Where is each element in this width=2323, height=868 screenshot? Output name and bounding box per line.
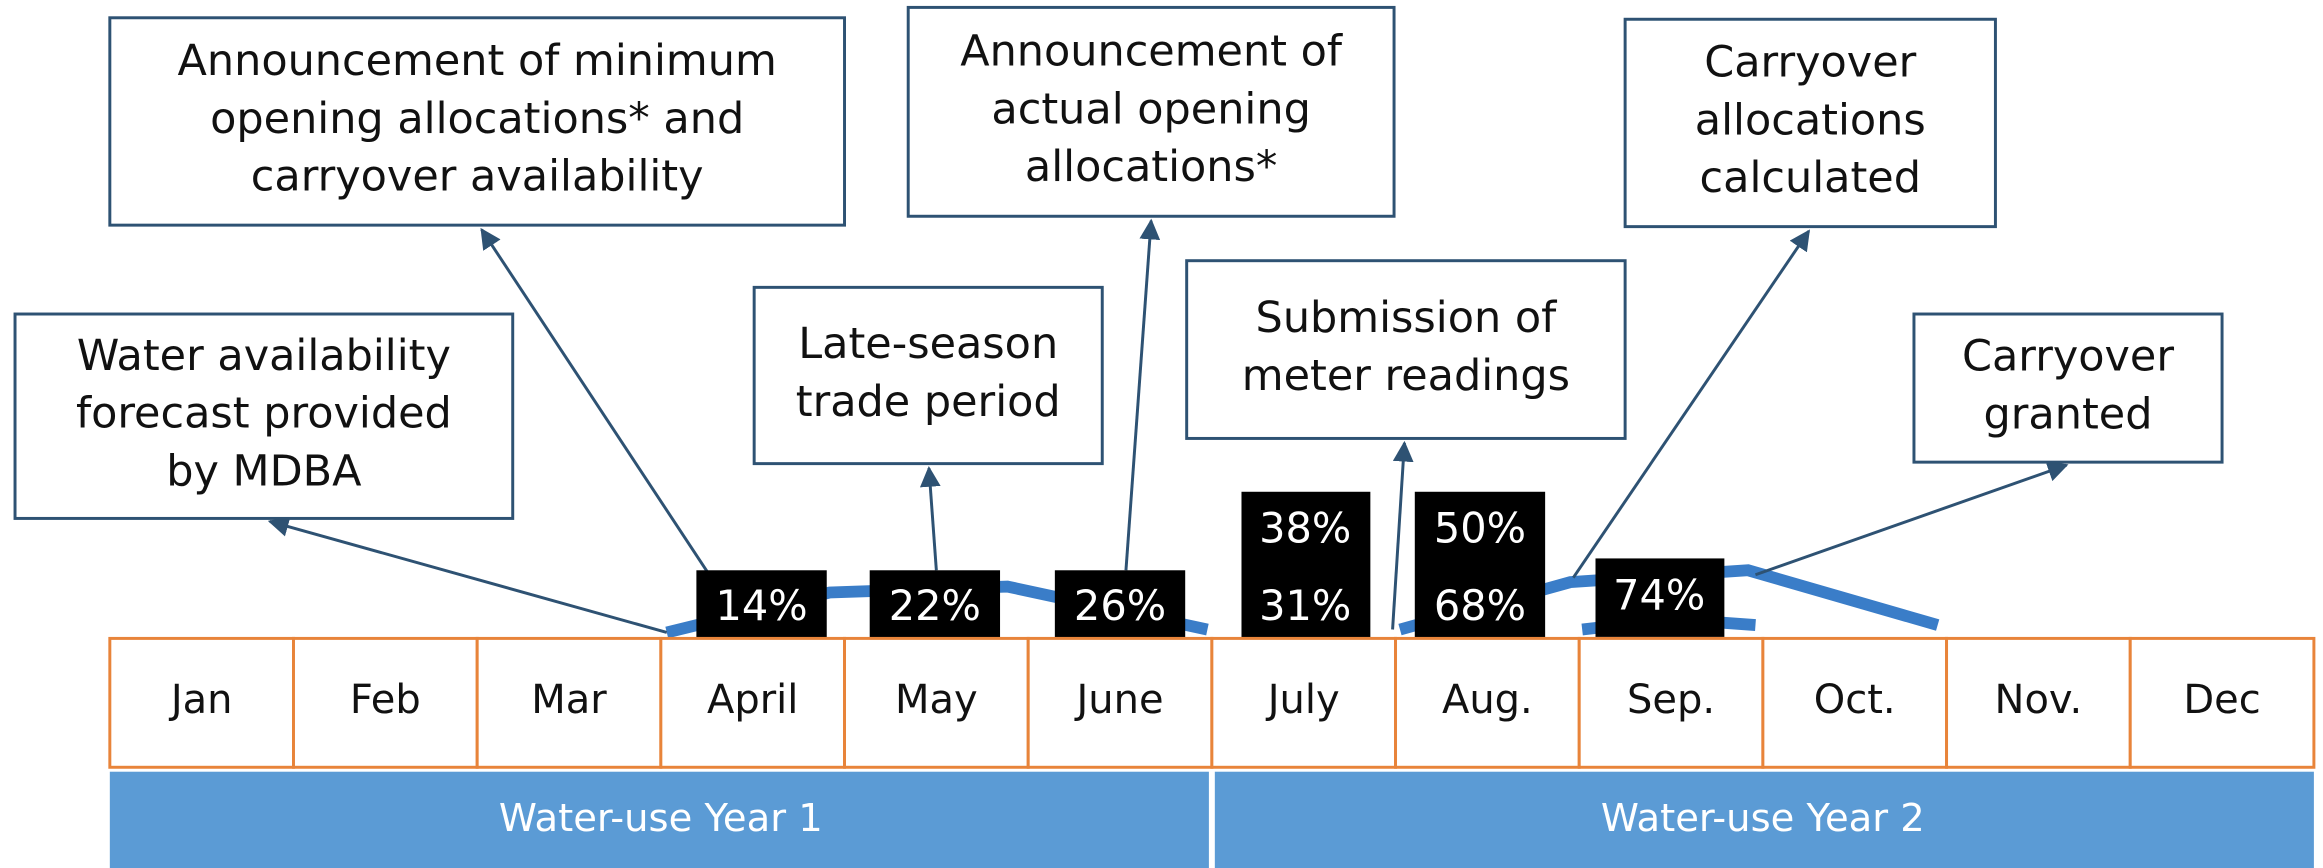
callout-text: meter readings [1242,351,1570,401]
callout-text: granted [1984,389,2153,439]
month-label: Aug. [1442,677,1533,723]
month-label: June [1073,677,1163,723]
percent-box [1241,491,1371,648]
month-label: Feb [350,677,421,723]
month-label: Sep. [1627,677,1715,723]
callout-text: Submission of [1256,293,1558,343]
percent-box [1414,491,1546,648]
year-bar [1214,771,2314,868]
callout-text: Late-season [798,319,1058,369]
callout-box [1185,259,1627,440]
month-cell [1026,636,1214,769]
month-label: May [895,677,978,723]
callout-box [108,16,846,227]
percent-label: 14% [715,582,807,630]
month-cell [475,636,663,769]
callout-text: allocations [1695,95,1926,145]
month-cell [843,636,1030,769]
callout-text: trade period [796,377,1061,427]
callout-text: Water availability [77,331,451,381]
month-cell [659,636,846,769]
year-bar [109,771,1209,868]
percent-label: 50% [1434,505,1526,553]
arrows [267,218,2069,634]
callout-text: Carryover [1704,38,1916,88]
percent-label: 68% [1434,582,1526,630]
percent-label: 22% [889,582,981,630]
month-cell [1761,636,1949,769]
callout-box [906,5,1396,218]
month-label: July [1265,677,1340,723]
month-cell [1210,636,1398,769]
month-label: Nov. [1995,677,2083,723]
callout-text: Announcement of minimum [178,36,777,86]
month-label: April [707,677,798,723]
callout-box [752,285,1104,466]
month-cell [1577,636,1765,769]
callout-text: by MDBA [166,446,362,496]
callout-text: carryover availability [251,152,704,202]
callout-text: calculated [1700,153,1921,203]
percent-box [1595,558,1725,637]
percent-box [869,570,1001,648]
month-label: Dec [2183,677,2260,723]
month-label: Mar [531,677,607,723]
percent-label: 38% [1259,505,1351,553]
callout-text: Carryover [1962,332,2174,382]
percent-label: 31% [1259,582,1351,630]
callout-text: actual opening [991,84,1310,134]
callout-text: opening allocations* and [210,94,744,144]
percent-label: 74% [1613,571,1705,619]
callout-box [1623,17,1997,229]
percent-box [1054,570,1186,648]
month-label: Oct. [1814,677,1896,723]
month-cell [2128,636,2316,769]
callout-text: forecast provided [76,389,452,439]
callout-text: Announcement of [960,27,1343,77]
callout-text: allocations* [1025,142,1277,192]
callout-box [1912,312,2224,464]
percent-box [696,570,827,648]
percent-label: 26% [1074,582,1166,630]
year-label: Water-use Year 1 [499,796,823,841]
month-cell [108,636,295,769]
month-cell [1945,636,2132,769]
month-label: Jan [168,677,233,723]
year-label: Water-use Year 2 [1601,796,1925,841]
callout-box [13,312,515,520]
